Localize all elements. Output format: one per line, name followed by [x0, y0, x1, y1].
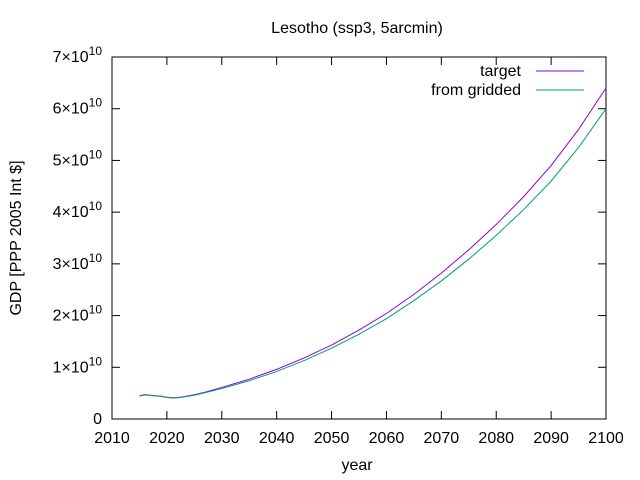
series-group	[139, 87, 607, 399]
x-axis: 2010 2020 2030 2040 2050 2060 2070 2080 2090 2100	[94, 57, 624, 447]
x-tick-label: 2080	[478, 430, 514, 447]
y-tick-label: 4×1010	[53, 199, 103, 221]
chart-title: Lesotho (ssp3, 5arcmin)	[271, 20, 443, 37]
x-tick-label: 2070	[424, 430, 460, 447]
x-tick-label: 2040	[259, 430, 295, 447]
y-tick-label: 5×1010	[53, 147, 103, 169]
x-tick-label: 2010	[94, 430, 130, 447]
y-tick-label: 3×1010	[53, 251, 103, 273]
plot-border	[111, 56, 607, 420]
y-axis: 0 1×1010 2×1010 3×1010 4×1010 5×1010 6×1010 7×1…	[53, 44, 606, 428]
legend: target from gridded	[431, 63, 584, 99]
x-tick-label: 2060	[369, 430, 405, 447]
y-tick-label: 1×1010	[53, 354, 103, 376]
x-tick-label: 2100	[588, 430, 624, 447]
series-line-from-gridded	[139, 108, 607, 399]
y-tick-label: 7×1010	[53, 44, 103, 66]
x-axis-label: year	[341, 457, 373, 474]
x-tick-label: 2020	[149, 430, 185, 447]
plot-area	[111, 56, 607, 420]
x-tick-label: 2090	[533, 430, 569, 447]
x-tick-label: 2030	[204, 430, 240, 447]
y-tick-label: 6×1010	[53, 96, 103, 118]
y-tick-label: 2×1010	[53, 303, 103, 325]
legend-label-from-gridded: from gridded	[431, 82, 521, 99]
x-tick-label: 2050	[314, 430, 350, 447]
y-axis-label: GDP [PPP 2005 Int $]	[8, 160, 25, 315]
series-line-target	[139, 87, 607, 399]
y-tick-label: 0	[93, 411, 102, 428]
legend-label-target: target	[480, 63, 521, 80]
